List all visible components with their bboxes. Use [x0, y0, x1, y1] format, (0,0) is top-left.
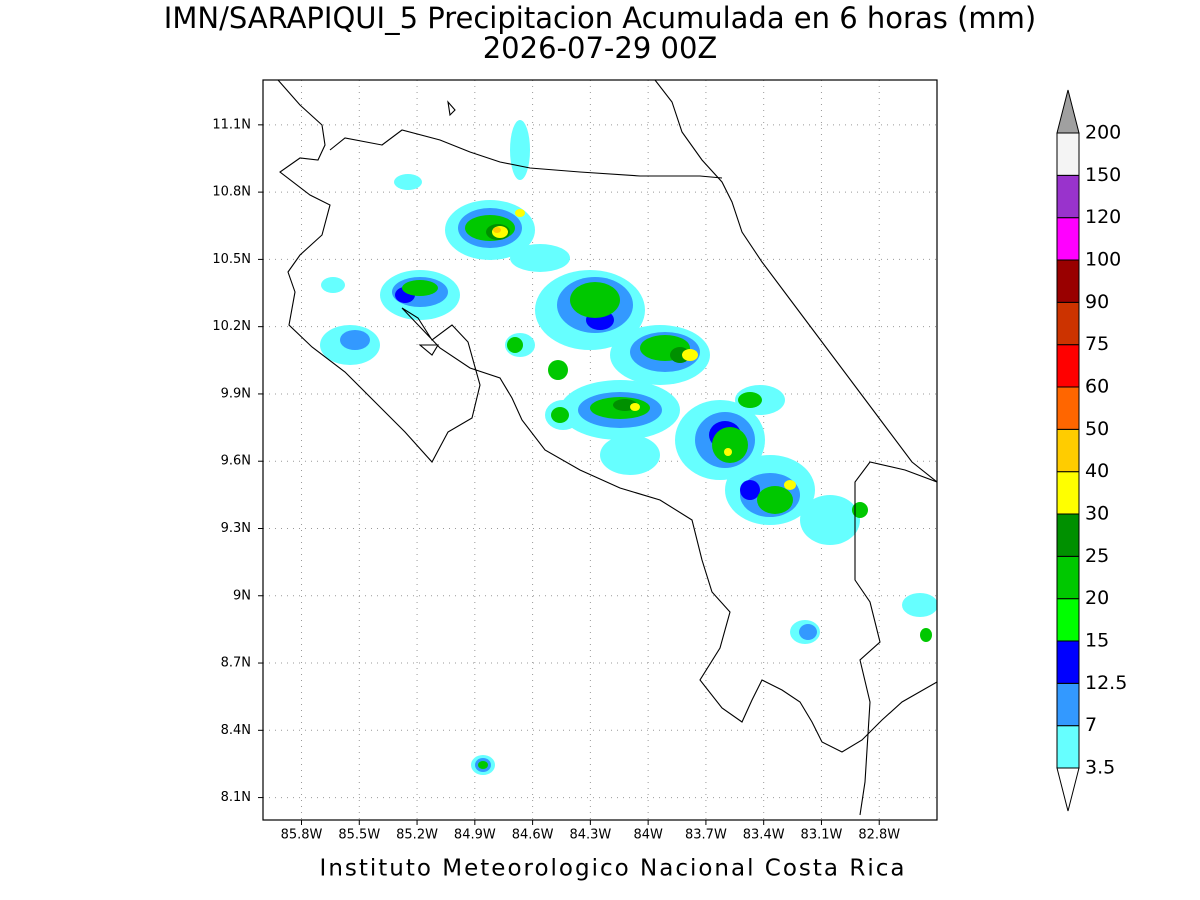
x-tick-label: 84.9W [454, 828, 496, 843]
colorbar-under [1056, 767, 1080, 812]
colorbar-label: 150 [1085, 164, 1121, 186]
colorbar-segment [1056, 513, 1080, 557]
y-tick-label: 9.6N [221, 454, 251, 469]
coastline [277, 80, 937, 816]
x-tick-label: 84.6W [512, 828, 554, 843]
y-tick-label: 10.5N [212, 252, 251, 267]
colorbar-label: 15 [1085, 630, 1109, 652]
colorbar-label: 12.5 [1085, 672, 1127, 694]
x-tick-label: 83.4W [743, 828, 785, 843]
colorbar-label: 100 [1085, 249, 1121, 271]
colorbar-label: 120 [1085, 206, 1121, 228]
colorbar-segment [1056, 386, 1080, 430]
colorbar-label: 200 [1085, 122, 1121, 144]
y-tick-label: 8.1N [221, 790, 251, 805]
x-tick-label: 85.2W [396, 828, 438, 843]
colorbar-segment [1056, 132, 1080, 176]
colorbar-label: 3.5 [1085, 757, 1115, 779]
x-tick-label: 83.7W [685, 828, 727, 843]
colorbar-label: 7 [1085, 714, 1097, 736]
y-tick-label: 8.4N [221, 723, 251, 738]
colorbar-label: 20 [1085, 587, 1109, 609]
footer: Instituto Meteorologico Nacional Costa R… [320, 856, 907, 882]
colorbar-label: 25 [1085, 545, 1109, 567]
colorbar-segment [1056, 640, 1080, 684]
grid [263, 80, 937, 820]
y-tick-label: 10.2N [212, 319, 251, 334]
colorbar-label: 50 [1085, 418, 1109, 440]
x-tick-label: 84W [633, 828, 663, 843]
precipitation [320, 120, 937, 775]
colorbar-label: 90 [1085, 291, 1109, 313]
subtitle: 2026-07-29 00Z [483, 31, 718, 65]
colorbar-segment [1056, 301, 1080, 346]
colorbar-segment [1056, 428, 1080, 473]
y-tick-label: 11.1N [212, 117, 251, 132]
colorbar-over [1056, 89, 1080, 134]
colorbar-segment [1056, 217, 1080, 261]
x-tick-label: 82.8W [858, 828, 900, 843]
colorbar-segment [1056, 725, 1080, 769]
x-tick-label: 84.3W [569, 828, 611, 843]
x-tick-label: 83.1W [801, 828, 843, 843]
colorbar-segment [1056, 471, 1080, 515]
colorbar-label: 40 [1085, 460, 1109, 482]
y-tick-label: 10.8N [212, 185, 251, 200]
colorbar: 3.5 7 12.5 15 20 25 30 40 50 60 75 90 100 120 150 200 [1056, 89, 1127, 812]
y-tick-label: 9.9N [221, 386, 251, 401]
y-tick-label: 9N [233, 588, 251, 603]
x-tick-label: 85.5W [338, 828, 380, 843]
colorbar-segment [1056, 344, 1080, 388]
colorbar-label: 60 [1085, 376, 1109, 398]
y-tick-label: 9.3N [221, 521, 251, 536]
colorbar-label: 75 [1085, 333, 1109, 355]
x-tick-label: 85.8W [281, 828, 323, 843]
colorbar-segment [1056, 174, 1080, 219]
colorbar-label: 30 [1085, 503, 1109, 525]
colorbar-segment [1056, 555, 1080, 600]
colorbar-segment [1056, 259, 1080, 303]
colorbar-segment [1056, 682, 1080, 727]
title: IMN/SARAPIQUI_5 Precipitacion Acumulada … [164, 1, 1036, 35]
y-tick-label: 8.7N [221, 656, 251, 671]
map-frame [262, 79, 938, 821]
colorbar-segment [1056, 598, 1080, 642]
